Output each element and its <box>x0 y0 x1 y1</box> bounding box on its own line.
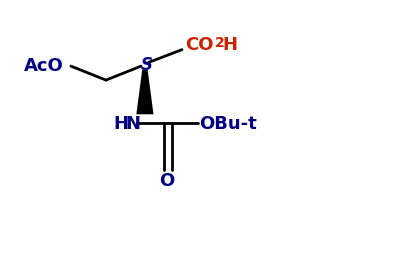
Text: H: H <box>222 35 237 54</box>
Text: O: O <box>159 172 175 190</box>
Text: S: S <box>141 56 153 74</box>
Text: OBu-t: OBu-t <box>199 116 257 133</box>
Text: H: H <box>114 116 129 133</box>
Text: AcO: AcO <box>24 57 64 75</box>
Text: CO: CO <box>185 35 214 54</box>
Polygon shape <box>136 70 154 114</box>
Text: 2: 2 <box>215 36 225 50</box>
Text: N: N <box>126 116 141 133</box>
